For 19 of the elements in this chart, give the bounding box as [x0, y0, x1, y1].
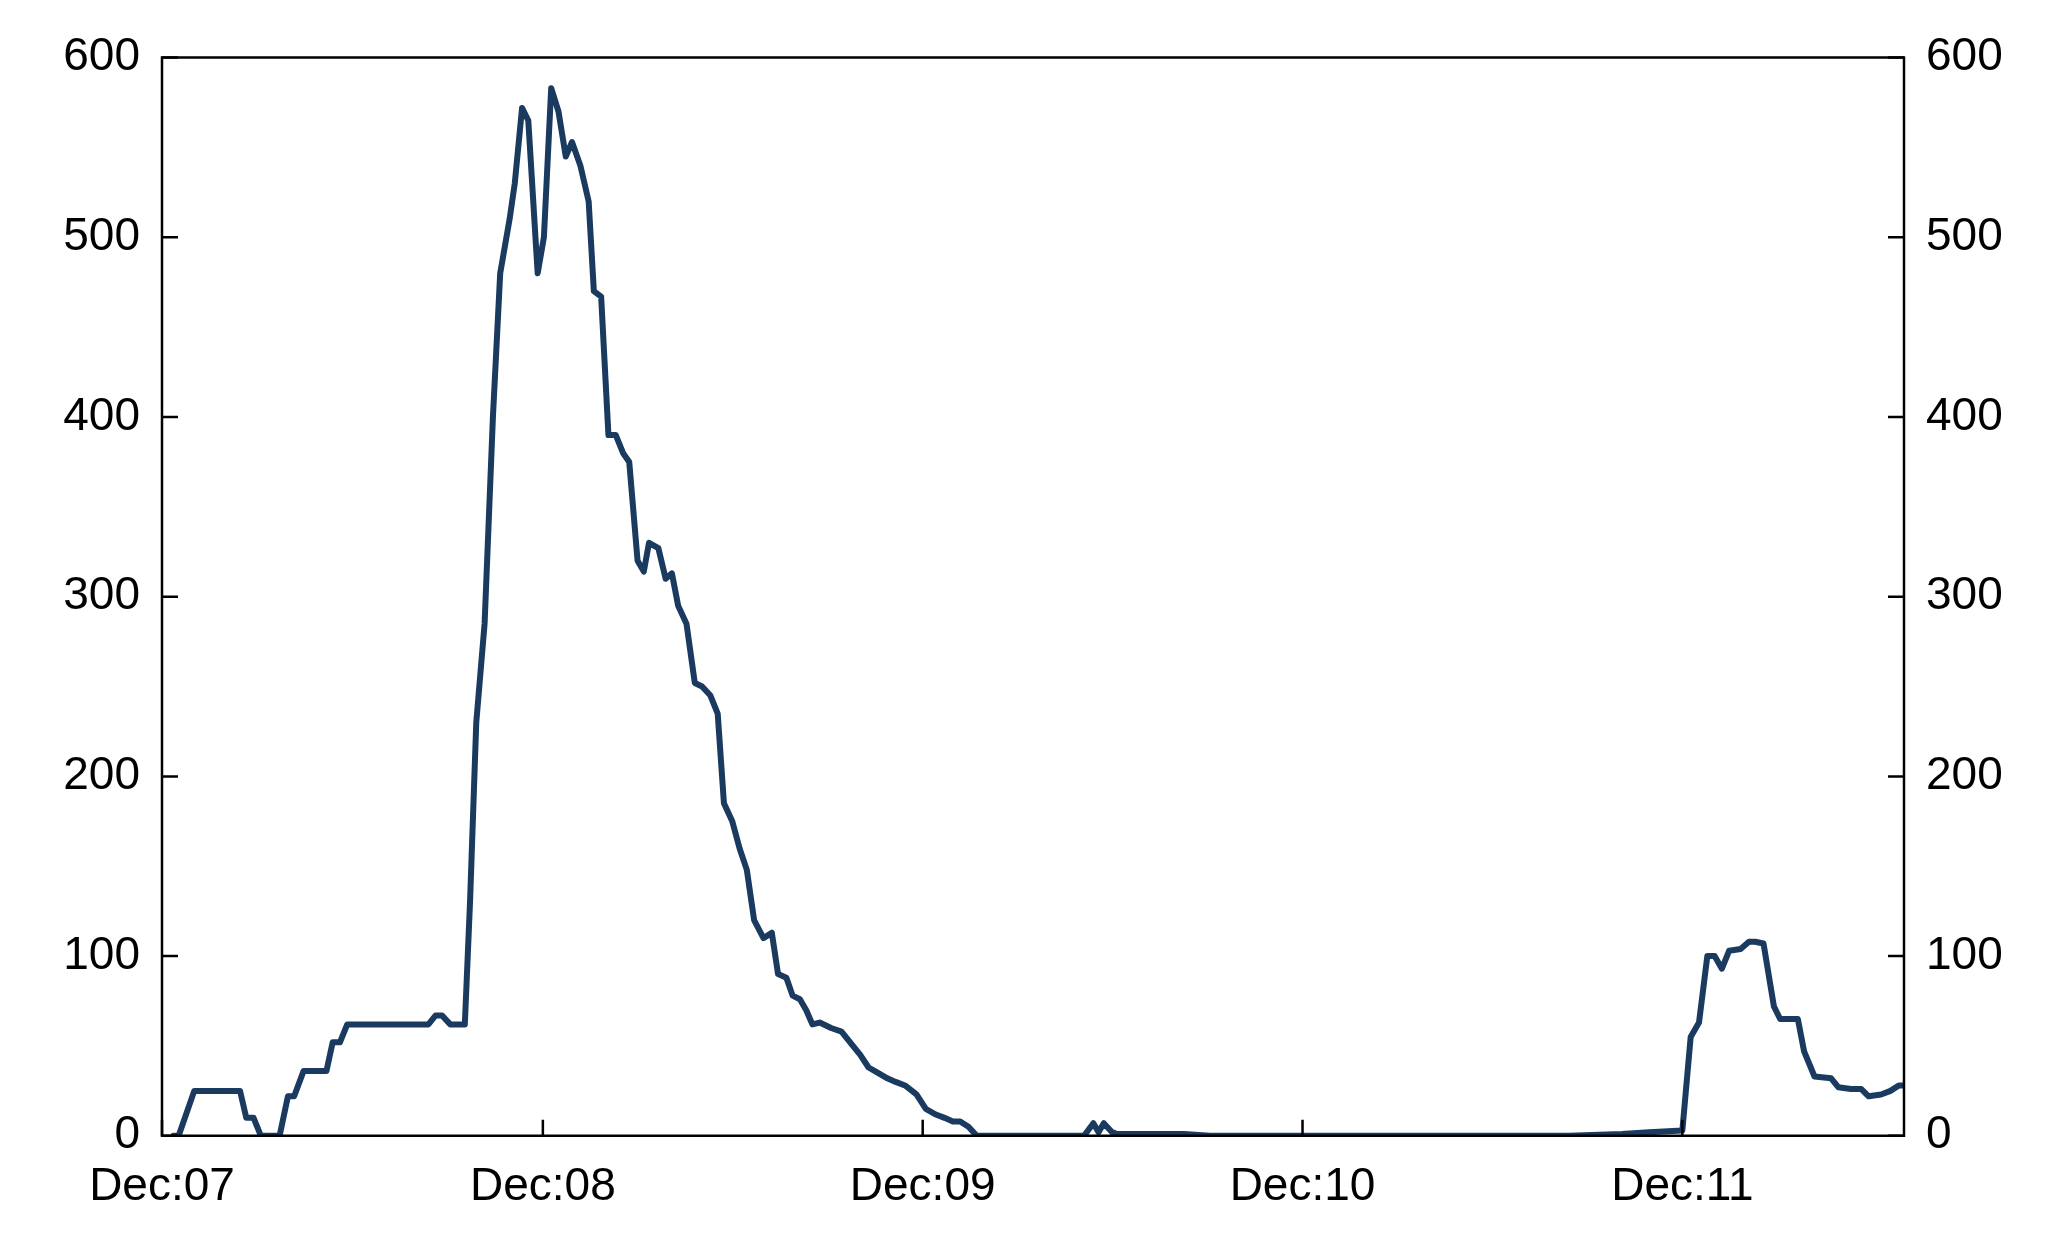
x-tick-label: Dec:10 — [1229, 1158, 1376, 1211]
y2-tick-label: 400 — [1926, 387, 2003, 440]
y-tick-label: 200 — [63, 747, 140, 800]
y2-tick-label: 200 — [1926, 747, 2003, 800]
y-tick-label: 500 — [63, 207, 140, 260]
y2-tick-label: 500 — [1926, 207, 2003, 260]
x-tick-label: Dec:09 — [849, 1158, 996, 1211]
x-tick-label: Dec:08 — [469, 1158, 616, 1211]
x-tick-label: Dec:11 — [1611, 1158, 1754, 1211]
y2-tick-label: 300 — [1926, 567, 2003, 620]
y-tick-label: 400 — [63, 387, 140, 440]
y2-tick-label: 0 — [1926, 1106, 1952, 1159]
y2-tick-label: 600 — [1926, 28, 2003, 81]
y-tick-label: 300 — [63, 567, 140, 620]
y-tick-label: 100 — [63, 926, 140, 979]
y-tick-label: 600 — [63, 28, 140, 81]
y2-tick-label: 100 — [1926, 926, 2003, 979]
y-tick-label: 0 — [114, 1106, 140, 1159]
x-tick-label: Dec:07 — [89, 1158, 235, 1211]
